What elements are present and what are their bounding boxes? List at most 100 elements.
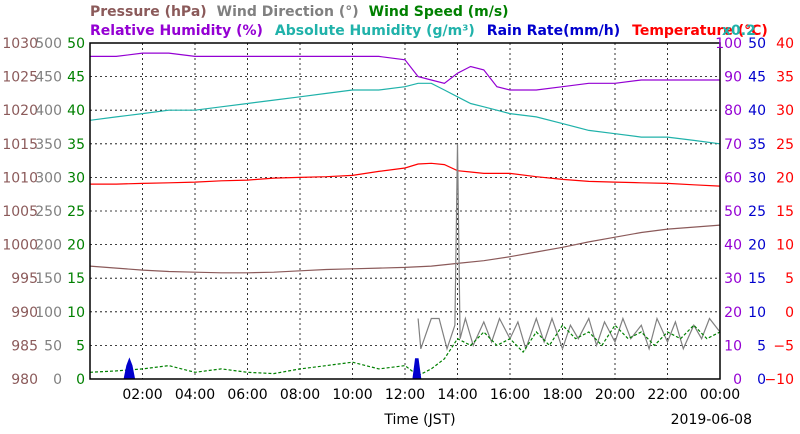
y-tick-wind-speed: 10 [67,305,85,321]
x-tick-label: 10:00 [332,387,372,403]
y-tick-wind-speed: 45 [67,70,85,86]
y-tick-wind-speed: 25 [67,204,85,220]
legend-entry: Absolute Humidity (g/m³) [275,23,475,39]
x-tick-label: 00:00 [700,387,740,403]
y-tick-rain-rate: 30 [748,170,766,186]
legend-entry: Wind Direction (°) [217,4,359,20]
series-layer [89,52,721,380]
y-tick-rain-rate: 45 [748,70,766,86]
series-absolute-humidity-g-m [89,82,721,145]
y-tick-wind-direction: 150 [35,271,62,287]
y-tick-wind-direction: 450 [35,70,62,86]
y-tick-humidity: 80 [724,103,742,119]
y-tick-pressure: 1010 [2,170,38,186]
legend-entry: Wind Speed (m/s) [369,4,509,20]
y-tick-wind-direction: 50 [44,338,62,354]
legend-entry: Temperature (°C) [632,23,768,39]
y-tick-rain-rate: 20 [748,238,766,254]
y-tick-rain-rate: 10 [748,305,766,321]
legend-entry: Pressure (hPa) [90,4,207,20]
y-tick-humidity: 100 [715,36,742,52]
y-tick-wind-speed: 50 [67,36,85,52]
legend: Pressure (hPa) Wind Direction (°) Wind Spe… [90,4,768,39]
y-tick-wind-speed: 0 [76,372,85,388]
y-tick-rain-rate: 40 [748,103,766,119]
x-tick-label: 14:00 [437,387,477,403]
y-tick-wind-direction: 0 [53,372,62,388]
plot-frame [89,42,721,380]
y-tick-temperature: 20 [776,170,794,186]
y-tick-rain-rate: 0 [757,372,766,388]
y-tick-wind-speed: 5 [76,338,85,354]
x-tick-label: 20:00 [595,387,635,403]
y-tick-temperature: 25 [776,137,794,153]
y-tick-temperature: 35 [776,70,794,86]
x-axis-label: Time (JST) [383,412,455,428]
y-tick-temperature: 40 [776,36,794,52]
y-tick-humidity: 90 [724,70,742,86]
y-tick-humidity: 30 [724,271,742,287]
y-tick-rain-rate: 15 [748,271,766,287]
y-tick-humidity: 60 [724,170,742,186]
y-tick-wind-direction: 100 [35,305,62,321]
y-tick-temperature: 0 [785,305,794,321]
x-tick-label: 12:00 [385,387,425,403]
y-tick-pressure: 1015 [2,137,38,153]
y-tick-temperature: 30 [776,103,794,119]
x-tick-label: 06:00 [227,387,267,403]
y-tick-rain-rate: 25 [748,204,766,220]
y-tick-rain-rate: 50 [748,36,766,52]
y-tick-pressure: 1005 [2,204,38,220]
y-tick-humidity: 20 [724,305,742,321]
date-label: 2019-06-08 [671,412,752,428]
y-tick-wind-direction: 350 [35,137,62,153]
y-tick-wind-speed: 40 [67,103,85,119]
y-tick-pressure: 985 [11,338,38,354]
series-wind-speed-m-s [89,324,721,377]
x-tick-label: 18:00 [542,387,582,403]
series-temperature-c [90,162,721,187]
y-tick-wind-direction: 500 [35,36,62,52]
y-tick-pressure: 995 [11,271,38,287]
y-tick-humidity: 40 [724,238,742,254]
grid-lines [90,43,720,379]
x-tick-label: 04:00 [175,387,215,403]
y-tick-pressure: 1000 [2,238,38,254]
y-tick-wind-direction: 200 [35,238,62,254]
y-tick-pressure: 1025 [2,70,38,86]
y-tick-temperature: 15 [776,204,794,220]
y-tick-pressure: 1020 [2,103,38,119]
legend-entry: Rain Rate(mm/h) [487,23,620,39]
y-tick-rain-rate: 35 [748,137,766,153]
scale-note: x0.2 [722,23,756,39]
y-tick-wind-speed: 30 [67,170,85,186]
y-tick-pressure: 1030 [2,36,38,52]
series-relative-humidity [90,52,720,91]
y-tick-temperature: 5 [785,271,794,287]
y-tick-rain-rate: 5 [757,338,766,354]
y-tick-wind-speed: 15 [67,271,85,287]
y-tick-temperature: −5 [773,338,794,354]
y-tick-pressure: 980 [11,372,38,388]
x-tick-label: 02:00 [122,387,162,403]
y-tick-humidity: 0 [733,372,742,388]
y-tick-temperature: −10 [764,372,794,388]
x-tick-label: 22:00 [647,387,687,403]
y-tick-wind-direction: 400 [35,103,62,119]
y-tick-humidity: 10 [724,338,742,354]
y-tick-wind-direction: 250 [35,204,62,220]
x-tick-label: 16:00 [490,387,530,403]
series-pressure-hpa [89,224,721,274]
tick-labels: 02:00 04:00 06:00 08:00 10:00 12:00 14:00 16:00… [2,36,794,403]
y-tick-wind-direction: 300 [35,170,62,186]
y-tick-pressure: 990 [11,305,38,321]
y-tick-temperature: 10 [776,238,794,254]
y-tick-humidity: 50 [724,204,742,220]
y-tick-wind-speed: 35 [67,137,85,153]
legend-entry: Relative Humidity (%) [90,23,263,39]
y-tick-wind-speed: 20 [67,238,85,254]
y-tick-humidity: 70 [724,137,742,153]
x-tick-label: 08:00 [280,387,320,403]
